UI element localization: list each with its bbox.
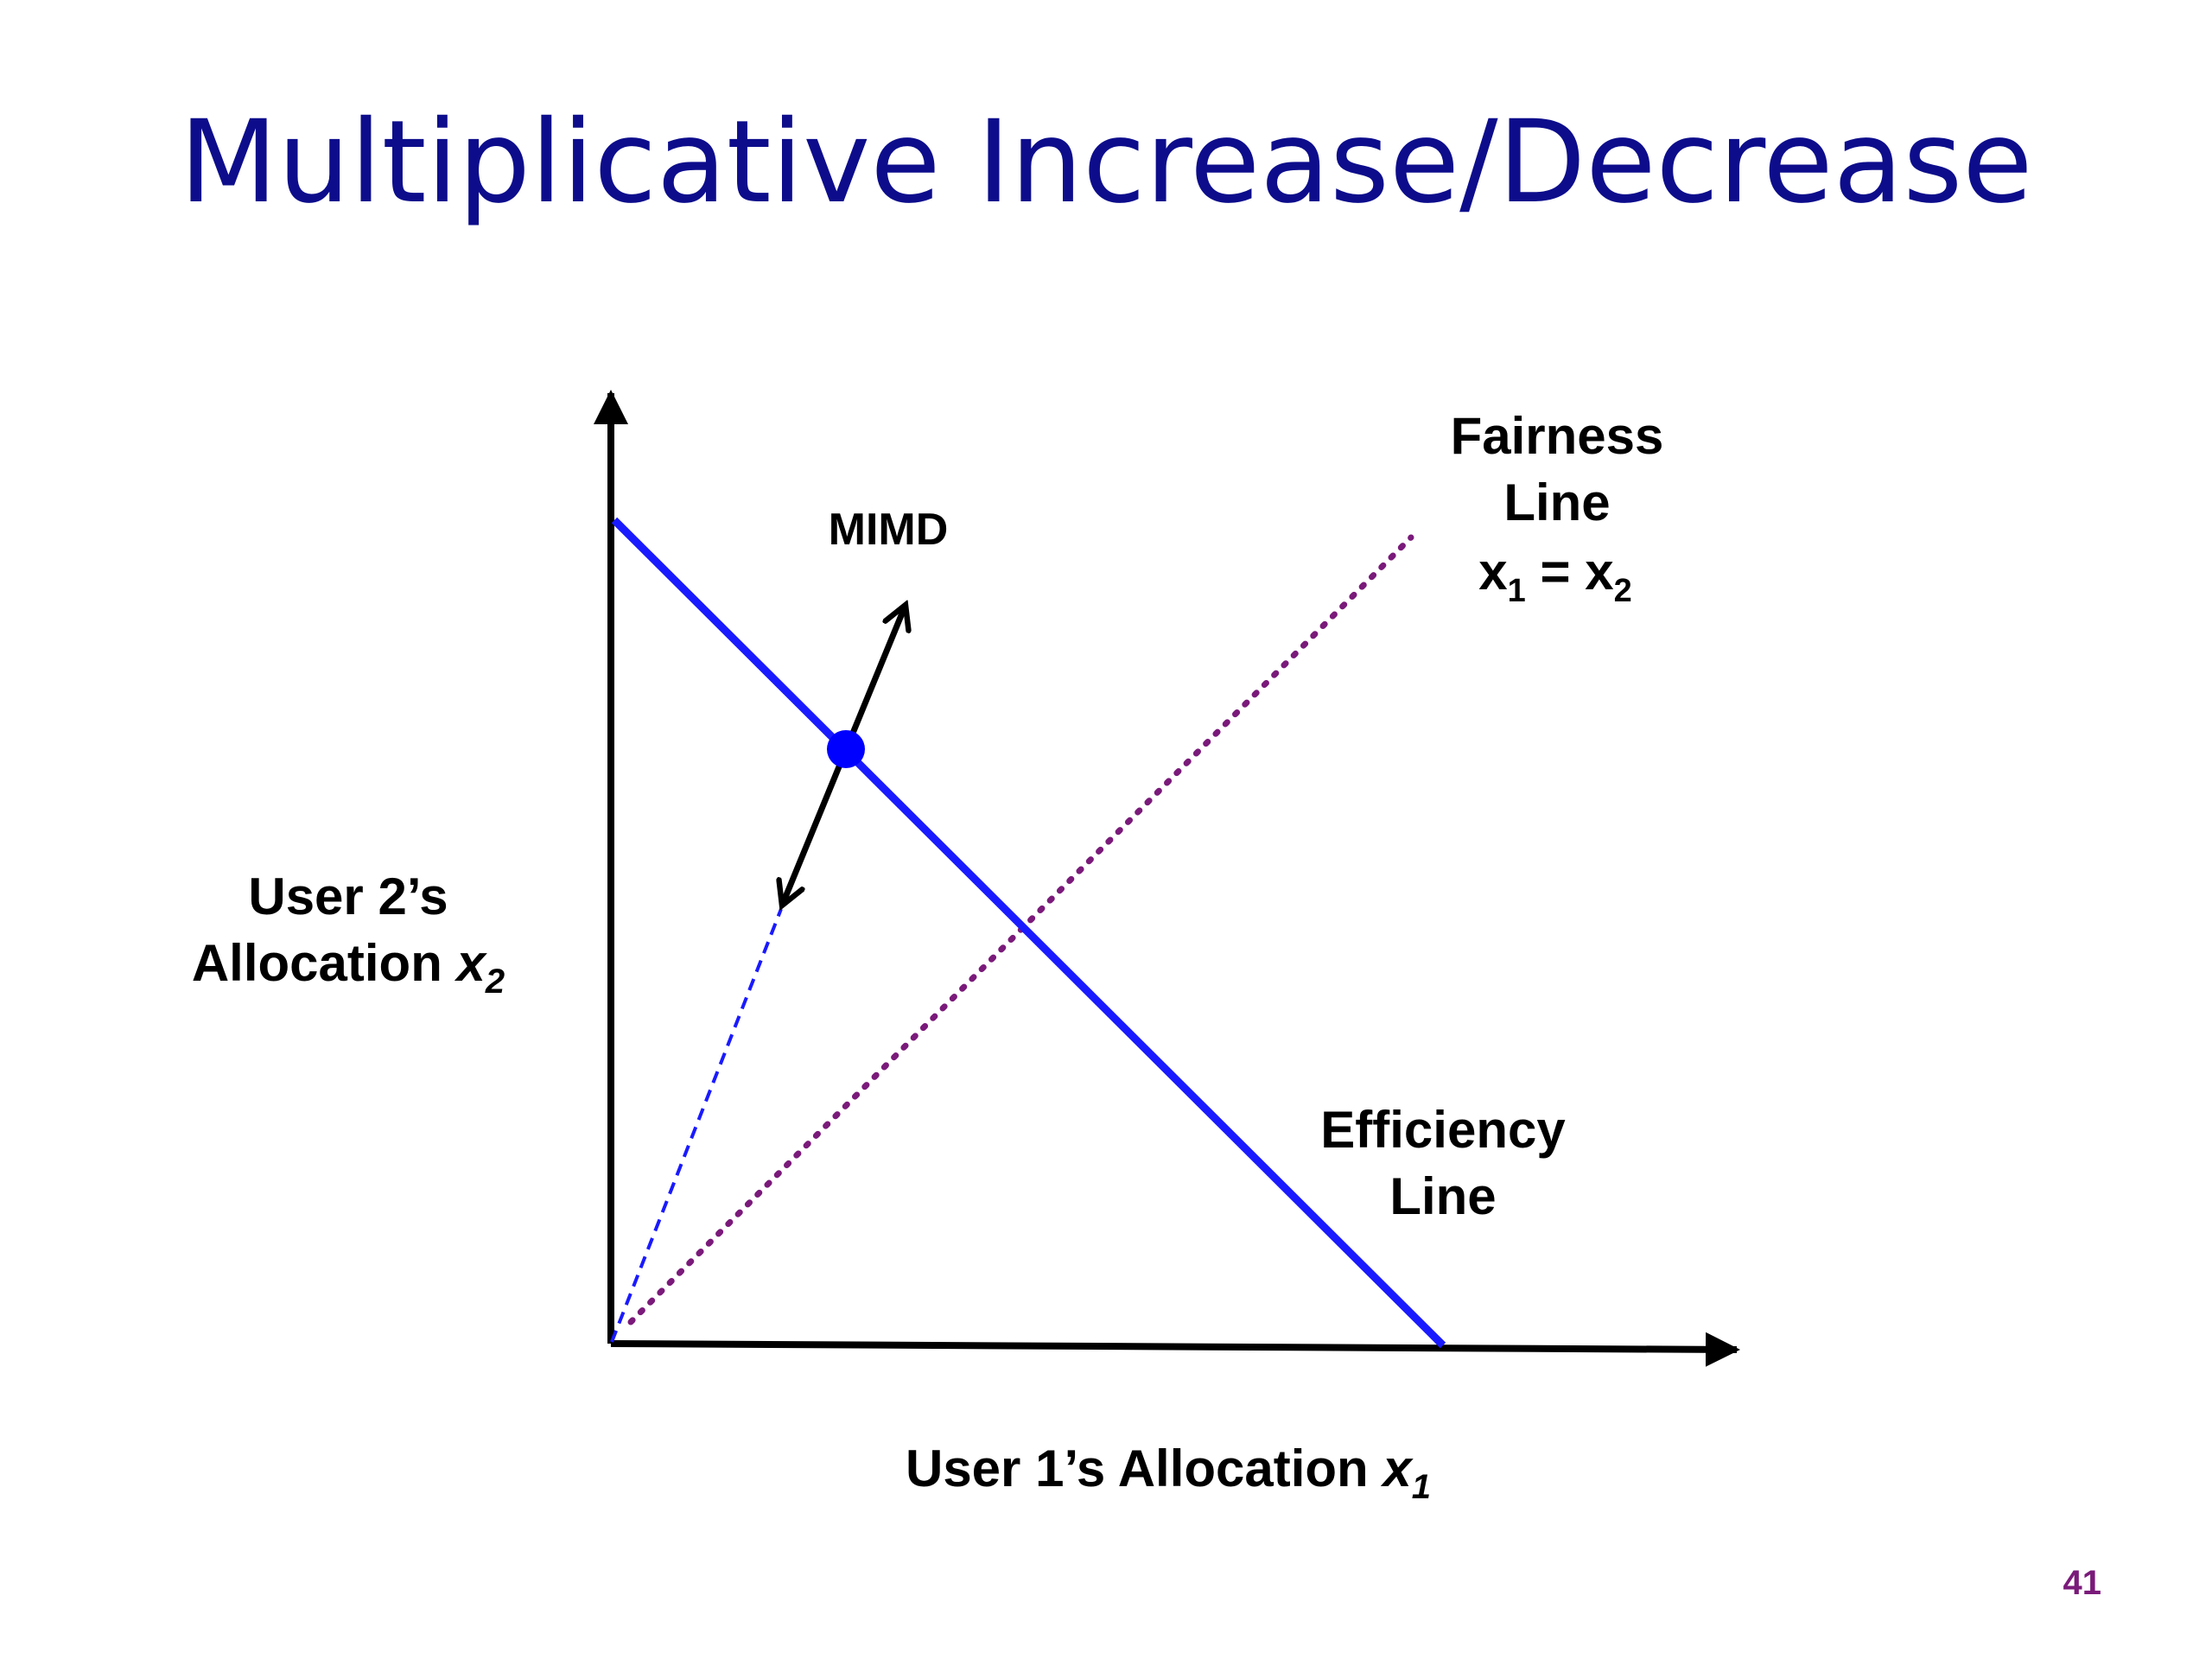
svg-text:Line: Line [1389, 1167, 1496, 1225]
x-axis-label: User 1’s Allocation x1 [906, 1440, 1431, 1506]
mimd-label: MIMD [829, 505, 949, 555]
efficiency-line [611, 517, 1446, 1349]
origin-ray [610, 908, 783, 1343]
svg-text:Efficiency: Efficiency [1320, 1101, 1566, 1159]
svg-text:Line: Line [1503, 474, 1610, 531]
fairness-equation: x1 = x2 [1478, 543, 1631, 609]
slide-title: Multiplicative Increase/Decrease [179, 96, 2033, 229]
allocation-point [827, 730, 865, 768]
svg-text:Allocation x2: Allocation x2 [192, 934, 505, 1001]
y-axis-label: User 2’s Allocation x2 [192, 868, 505, 1001]
x-axis [610, 1332, 1740, 1367]
slide-number: 41 [2063, 1564, 2102, 1602]
svg-text:Fairness: Fairness [1451, 407, 1664, 465]
fairness-label: Fairness Line x1 = x2 [1451, 407, 1664, 609]
efficiency-label: Efficiency Line [1320, 1101, 1566, 1225]
svg-text:User 2’s: User 2’s [248, 868, 448, 925]
